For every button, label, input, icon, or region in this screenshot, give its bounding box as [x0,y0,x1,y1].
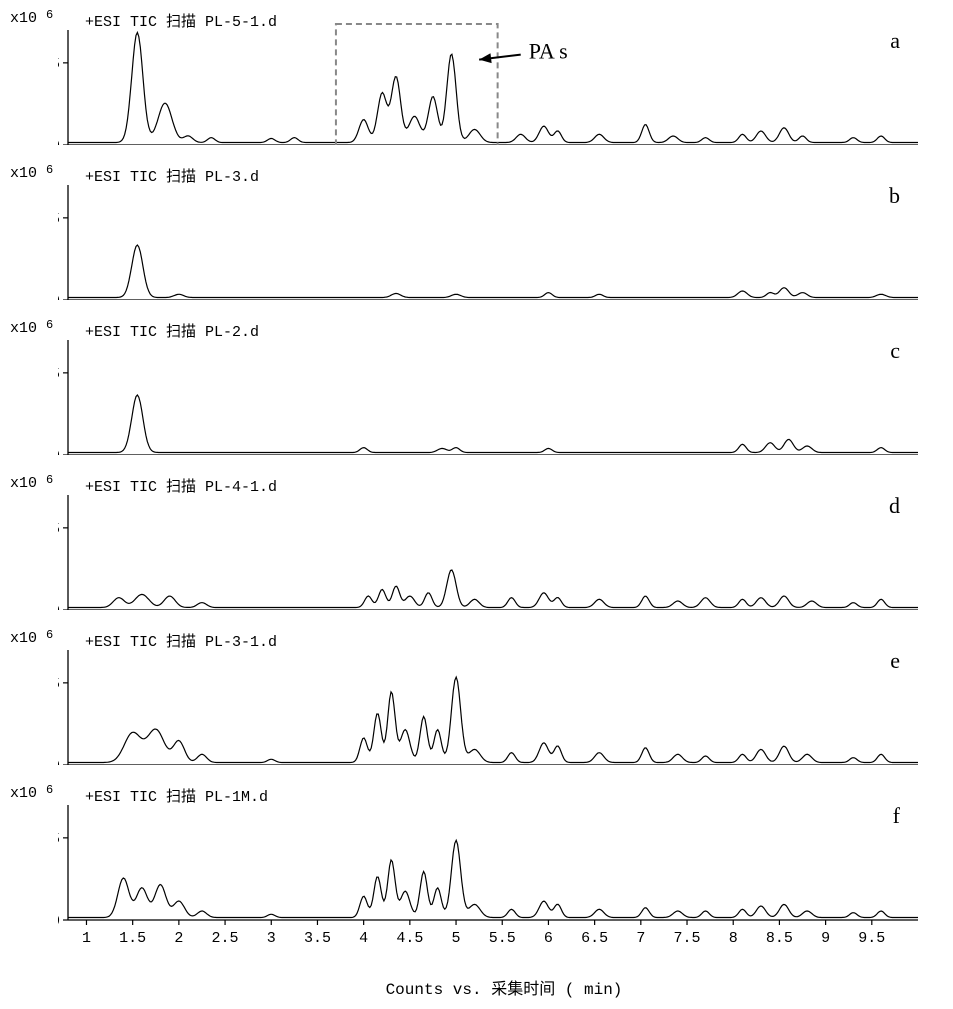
svg-text:0: 0 [58,758,60,765]
svg-text:1.5: 1.5 [119,930,146,947]
svg-text:3: 3 [267,930,276,947]
y-axis-label: x10 6 [10,165,53,182]
svg-text:0: 0 [58,293,60,300]
svg-text:5: 5 [452,930,461,947]
svg-text:2.5: 2.5 [212,930,239,947]
svg-text:5: 5 [58,831,60,848]
svg-text:4.5: 4.5 [396,930,423,947]
svg-text:6.5: 6.5 [581,930,608,947]
svg-text:4: 4 [359,930,368,947]
chromatogram-panel-d: x10 6+ESI TIC 扫描 PL-4-1.dd05 [10,475,940,615]
y-axis-label: x10 6 [10,475,53,492]
svg-text:5: 5 [58,366,60,383]
plot-svg: 05 [58,475,918,610]
annotation-label: PA s [529,39,568,64]
svg-text:6: 6 [544,930,553,947]
y-axis-label: x10 6 [10,10,53,27]
svg-text:3.5: 3.5 [304,930,331,947]
svg-text:2: 2 [174,930,183,947]
svg-text:0: 0 [58,603,60,610]
svg-text:5.5: 5.5 [489,930,516,947]
svg-text:7: 7 [636,930,645,947]
plot-svg: 05 [58,320,918,455]
y-axis-label: x10 6 [10,320,53,337]
chromatogram-figure: x10 6+ESI TIC 扫描 PL-5-1.da05PA sx10 6+ES… [10,10,940,999]
chromatogram-panel-b: x10 6+ESI TIC 扫描 PL-3.db05 [10,165,940,305]
svg-text:0: 0 [58,913,60,930]
chromatogram-trace [68,395,918,453]
svg-text:5: 5 [58,676,60,693]
svg-text:5: 5 [58,211,60,228]
svg-text:5: 5 [58,56,60,73]
chromatogram-trace [68,677,918,762]
plot-svg: 0 5 PA s [58,10,918,145]
chromatogram-trace [68,33,918,143]
x-axis-label: Counts vs. 采集时间 ( min) [68,975,940,999]
svg-text:1: 1 [82,930,91,947]
svg-text:7.5: 7.5 [674,930,701,947]
y-axis-label: x10 6 [10,630,53,647]
chromatogram-panel-f: x10 6+ESI TIC 扫描 PL-1M.df0511.522.533.54… [10,785,940,965]
plot-svg: 05 [58,165,918,300]
chromatogram-trace [68,245,918,298]
chromatogram-trace [68,840,918,917]
svg-text:9.5: 9.5 [858,930,885,947]
svg-text:0: 0 [58,448,60,455]
y-axis-label: x10 6 [10,785,53,802]
svg-text:0: 0 [58,138,60,145]
svg-text:8: 8 [729,930,738,947]
svg-text:8.5: 8.5 [766,930,793,947]
chromatogram-trace [68,570,918,608]
chromatogram-panel-a: x10 6+ESI TIC 扫描 PL-5-1.da05PA s [10,10,940,150]
chromatogram-panel-c: x10 6+ESI TIC 扫描 PL-2.dc05 [10,320,940,460]
svg-text:5: 5 [58,521,60,538]
svg-text:9: 9 [821,930,830,947]
chromatogram-panel-e: x10 6+ESI TIC 扫描 PL-3-1.de05 [10,630,940,770]
plot-svg: 0 5 1 1.5 2 2.5 3 3.5 4 4.5 5 5.5 6 6.5 7 7.5 8 8.5 9 9.5 [58,785,918,962]
plot-svg: 05 [58,630,918,765]
